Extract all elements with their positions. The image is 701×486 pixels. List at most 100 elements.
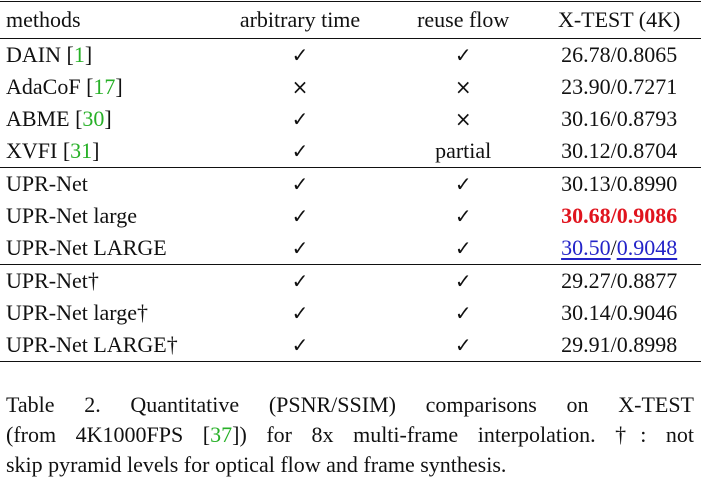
caption-line-2-end: ]) for 8x multi-frame interpolation. †: …: [232, 422, 695, 447]
check-icon: ✓: [291, 333, 309, 357]
method-cell: DAIN [1]: [6, 42, 93, 67]
table-group-upr-net: UPR-Net ✓ ✓ 30.13/0.8990 UPR-Net large ✓…: [0, 168, 701, 265]
table-row: DAIN [1] ✓ ✓ 26.78/0.8065: [0, 39, 701, 72]
check-icon: ✓: [291, 204, 309, 228]
best-psnr: 30.68: [561, 203, 611, 228]
check-icon: ✓: [454, 172, 472, 196]
citation-link[interactable]: 31: [70, 138, 93, 163]
method-name: AdaCoF: [6, 74, 81, 99]
reuse-flow-cell: ✓: [389, 232, 537, 265]
score-separator: /: [610, 235, 617, 260]
table-row: UPR-Net LARGE† ✓ ✓ 29.91/0.8998: [0, 329, 701, 362]
table-row: UPR-Net large ✓ ✓ 30.68/0.9086: [0, 200, 701, 232]
arbitrary-time-cell: ✓: [211, 200, 389, 232]
method-cell: XVFI [31]: [6, 138, 100, 163]
header-methods: methods: [6, 7, 81, 32]
method-name: XVFI: [6, 138, 58, 163]
method-name: DAIN: [6, 42, 61, 67]
arbitrary-time-cell: ✓: [211, 265, 389, 298]
x-test-score: 30.13/0.8990: [561, 171, 678, 196]
arbitrary-time-cell: ✓: [211, 232, 389, 265]
method-cell: ABME [30]: [6, 106, 112, 131]
arbitrary-time-cell: ✓: [211, 329, 389, 362]
check-icon: ✓: [291, 301, 309, 325]
check-icon: ✓: [291, 43, 309, 67]
table-group-baselines: DAIN [1] ✓ ✓ 26.78/0.8065 AdaCoF [17] × …: [0, 39, 701, 168]
citation-link[interactable]: 17: [93, 74, 116, 99]
arbitrary-time-cell: ✓: [211, 297, 389, 329]
method-name: UPR-Net LARGE†: [6, 332, 178, 357]
method-name: ABME: [6, 106, 70, 131]
best-ssim: 0.9086: [616, 203, 678, 228]
score-separator: /: [610, 203, 617, 228]
check-icon: ✓: [454, 236, 472, 260]
check-icon: ✓: [291, 172, 309, 196]
table-group-upr-net-dagger: UPR-Net† ✓ ✓ 29.27/0.8877 UPR-Net large†…: [0, 265, 701, 362]
arbitrary-time-cell: ✓: [211, 135, 389, 168]
reuse-flow-cell: ✓: [389, 200, 537, 232]
method-name: UPR-Net large†: [6, 300, 148, 325]
check-icon: ✓: [454, 333, 472, 357]
arbitrary-time-cell: ✓: [211, 168, 389, 201]
method-cell: AdaCoF [17]: [6, 74, 123, 99]
arbitrary-time-cell: ✓: [211, 39, 389, 72]
check-icon: ✓: [454, 43, 472, 67]
header-reuse-flow: reuse flow: [417, 7, 510, 32]
citation-link[interactable]: 1: [73, 42, 85, 67]
reuse-flow-cell: ✓: [389, 168, 537, 201]
reuse-flow-cell: ✓: [389, 265, 537, 298]
citation-link[interactable]: 30: [82, 106, 105, 131]
cross-icon: ×: [454, 75, 472, 99]
table-row: UPR-Net ✓ ✓ 30.13/0.8990: [0, 168, 701, 201]
caption-line-2: (from 4K1000FPS [37]) for 8x multi-frame…: [6, 420, 694, 450]
second-psnr: 30.50: [561, 235, 611, 260]
second-ssim: 0.9048: [616, 235, 678, 260]
arbitrary-time-cell: ×: [211, 71, 389, 103]
method-name: UPR-Net: [6, 171, 88, 196]
caption-line-3: skip pyramid levels for optical flow and…: [6, 452, 507, 477]
arbitrary-time-cell: ✓: [211, 103, 389, 135]
table-caption: Table 2. Quantitative (PSNR/SSIM) compar…: [6, 390, 694, 480]
reuse-flow-cell: ×: [389, 71, 537, 103]
x-test-score: 29.91/0.8998: [561, 332, 678, 357]
reuse-flow-cell: ✓: [389, 297, 537, 329]
caption-line-2-start: (from 4K1000FPS [: [6, 422, 211, 447]
x-test-score: 30.16/0.8793: [561, 106, 678, 131]
table-row: UPR-Net† ✓ ✓ 29.27/0.8877: [0, 265, 701, 298]
cross-icon: ×: [454, 107, 472, 131]
table-row: AdaCoF [17] × × 23.90/0.7271: [0, 71, 701, 103]
header-x-test: X-TEST (4K): [557, 7, 681, 32]
method-name: UPR-Net†: [6, 268, 99, 293]
check-icon: ✓: [291, 236, 309, 260]
caption-line-1: Table 2. Quantitative (PSNR/SSIM) compar…: [6, 392, 694, 417]
x-test-score: 30.12/0.8704: [561, 138, 678, 163]
x-test-score: 29.27/0.8877: [561, 268, 678, 293]
header-arbitrary-time: arbitrary time: [239, 7, 361, 32]
check-icon: ✓: [454, 204, 472, 228]
x-test-score: 26.78/0.8065: [561, 42, 678, 67]
reuse-flow-cell: ×: [389, 103, 537, 135]
cross-icon: ×: [291, 75, 309, 99]
check-icon: ✓: [291, 107, 309, 131]
x-test-score: 23.90/0.7271: [561, 74, 678, 99]
check-icon: ✓: [454, 301, 472, 325]
x-test-score-second: 30.50/0.9048: [537, 232, 701, 265]
table-row: UPR-Net LARGE ✓ ✓ 30.50/0.9048: [0, 232, 701, 265]
check-icon: ✓: [454, 269, 472, 293]
results-table: methods arbitrary time reuse flow X-TEST…: [0, 1, 701, 362]
reuse-flow-cell: partial: [435, 138, 492, 163]
table-row: UPR-Net large† ✓ ✓ 30.14/0.9046: [0, 297, 701, 329]
x-test-score-best: 30.68/0.9086: [537, 200, 701, 232]
check-icon: ✓: [291, 269, 309, 293]
table-row: XVFI [31] ✓ partial 30.12/0.8704: [0, 135, 701, 168]
reuse-flow-cell: ✓: [389, 39, 537, 72]
check-icon: ✓: [291, 139, 309, 163]
method-name: UPR-Net large: [6, 203, 137, 228]
table-header-row: methods arbitrary time reuse flow X-TEST…: [0, 1, 701, 39]
x-test-score: 30.14/0.9046: [561, 300, 678, 325]
reuse-flow-cell: ✓: [389, 329, 537, 362]
table-row: ABME [30] ✓ × 30.16/0.8793: [0, 103, 701, 135]
citation-link[interactable]: 37: [210, 422, 233, 447]
method-name: UPR-Net LARGE: [6, 235, 167, 260]
